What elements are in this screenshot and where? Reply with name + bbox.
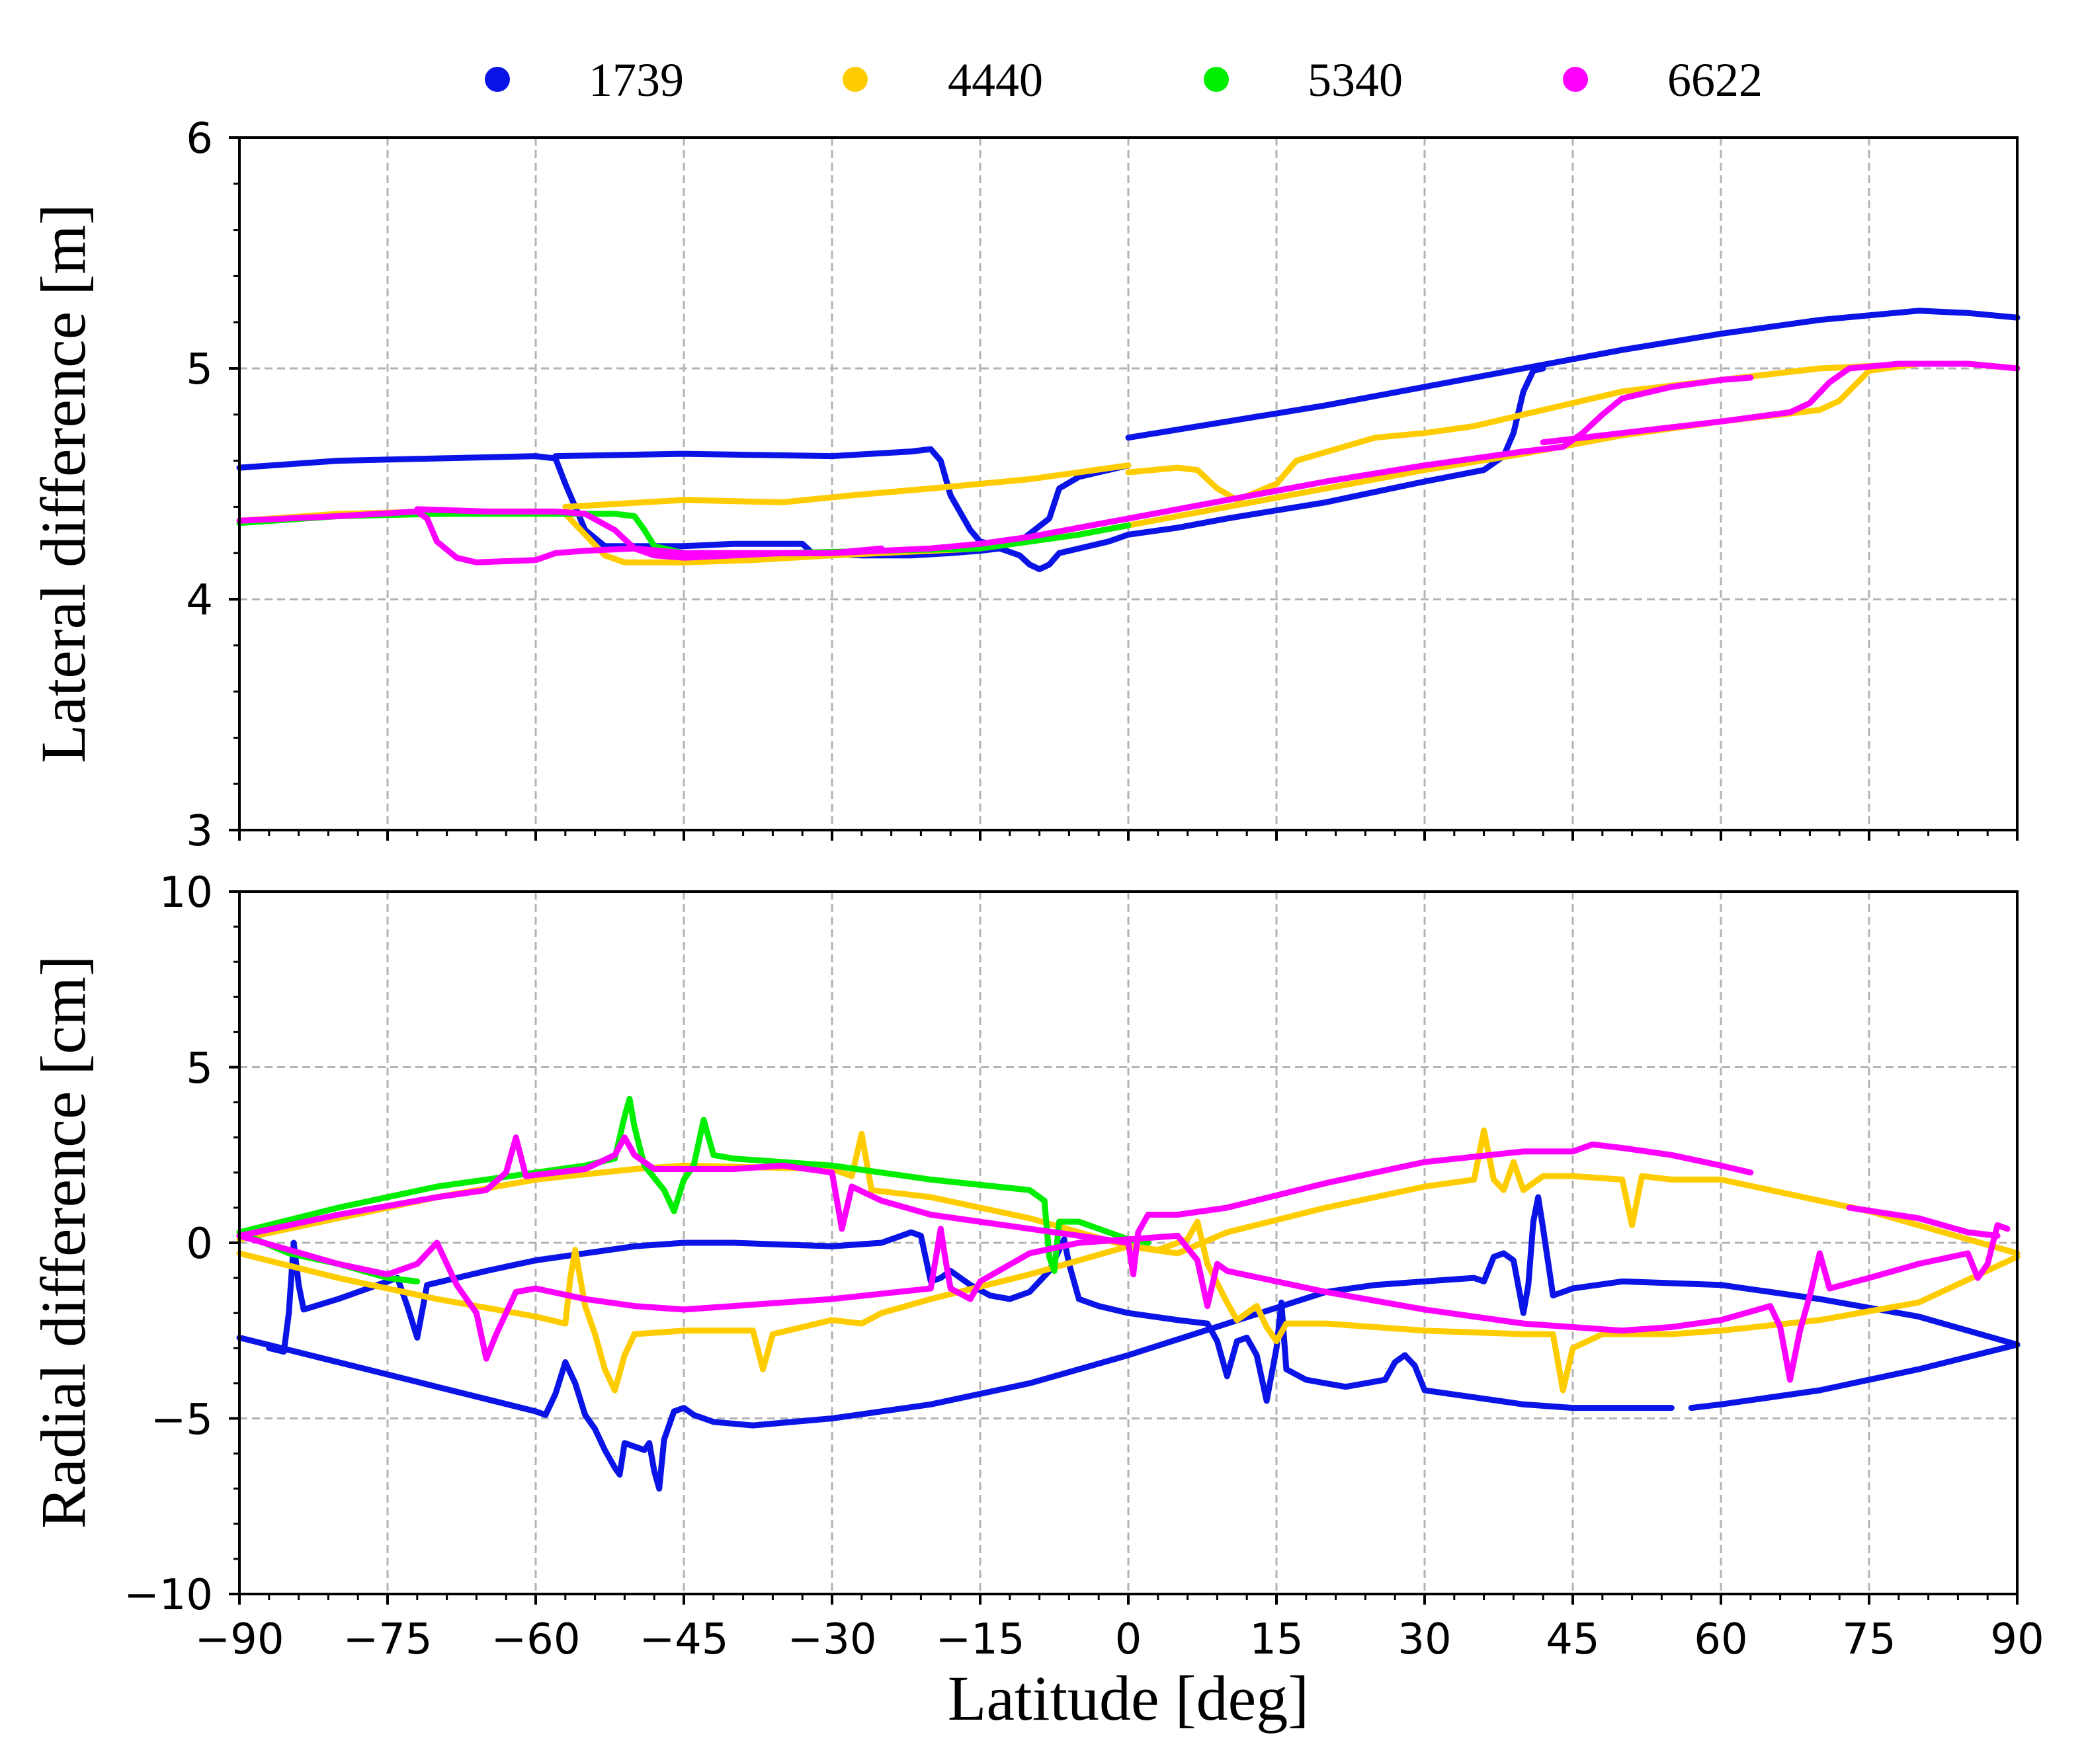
series-6622-line [1540, 360, 2021, 446]
series-1739-line [1125, 308, 2021, 441]
xtick-label-30: 30 [1398, 1615, 1451, 1664]
xtick-label-neg90: −90 [194, 1615, 284, 1664]
bottom-ytick-label-0: 0 [186, 1220, 213, 1269]
x-axis-title: Latitude [deg] [948, 1663, 1309, 1734]
legend-label-5340: 5340 [1308, 54, 1403, 106]
xtick-label-60: 60 [1694, 1615, 1747, 1664]
series-6622-line [236, 1134, 1754, 1278]
xtick-label-15: 15 [1249, 1615, 1303, 1664]
legend-label-6622: 6622 [1667, 54, 1763, 106]
top-ytick-label-5: 5 [186, 345, 213, 394]
top-ytick-label-6: 6 [186, 114, 213, 163]
series-6622-line [414, 506, 885, 561]
bottom-ytick-label-neg10: −10 [124, 1571, 213, 1620]
legend-marker-4440 [843, 67, 868, 92]
bottom-ytick-label-10: 10 [159, 868, 213, 917]
series-4440-line [1125, 360, 1922, 503]
xtick-label-neg45: −45 [639, 1615, 728, 1664]
xtick-label-45: 45 [1546, 1615, 1599, 1664]
series-1739-line [236, 1194, 2021, 1492]
series-1739-line [1688, 1341, 2021, 1411]
xtick-label-neg60: −60 [491, 1615, 580, 1664]
legend-marker-5340 [1204, 67, 1229, 92]
series-6622-line [1846, 1204, 2001, 1239]
bottom-y-axis-title: Radial difference [cm] [28, 955, 99, 1529]
radial-difference-panel: −10 −5 0 5 10 −90 −75 −60 −45 −30 −15 0 … [28, 868, 2044, 1734]
xtick-label-75: 75 [1842, 1615, 1896, 1664]
lateral-difference-panel: 3 4 5 6 Lateral difference [m] [28, 114, 2021, 856]
top-ytick-label-4: 4 [186, 576, 213, 625]
series-4440-line [562, 462, 1132, 510]
top-y-axis-title: Lateral difference [m] [28, 204, 99, 763]
top-ytick-label-3: 3 [186, 807, 213, 856]
bottom-ytick-label-5: 5 [186, 1044, 213, 1093]
series-1739-line [266, 1229, 1675, 1411]
xtick-label-neg30: −30 [787, 1615, 876, 1664]
xtick-label-0: 0 [1115, 1615, 1142, 1664]
xtick-label-neg15: −15 [935, 1615, 1024, 1664]
legend-label-1739: 1739 [589, 54, 684, 106]
series-1739-line [552, 446, 1132, 550]
legend-marker-6622 [1563, 67, 1588, 92]
legend-label-4440: 4440 [948, 54, 1043, 106]
series-6622-line [236, 374, 1754, 566]
bottom-ytick-label-neg5: −5 [151, 1396, 213, 1445]
xtick-label-90: 90 [1990, 1615, 2044, 1664]
legend: 1739 4440 5340 6622 [485, 54, 1763, 106]
series-6622-line [236, 1222, 2011, 1383]
legend-marker-1739 [485, 67, 510, 92]
xtick-label-neg75: −75 [343, 1615, 432, 1664]
